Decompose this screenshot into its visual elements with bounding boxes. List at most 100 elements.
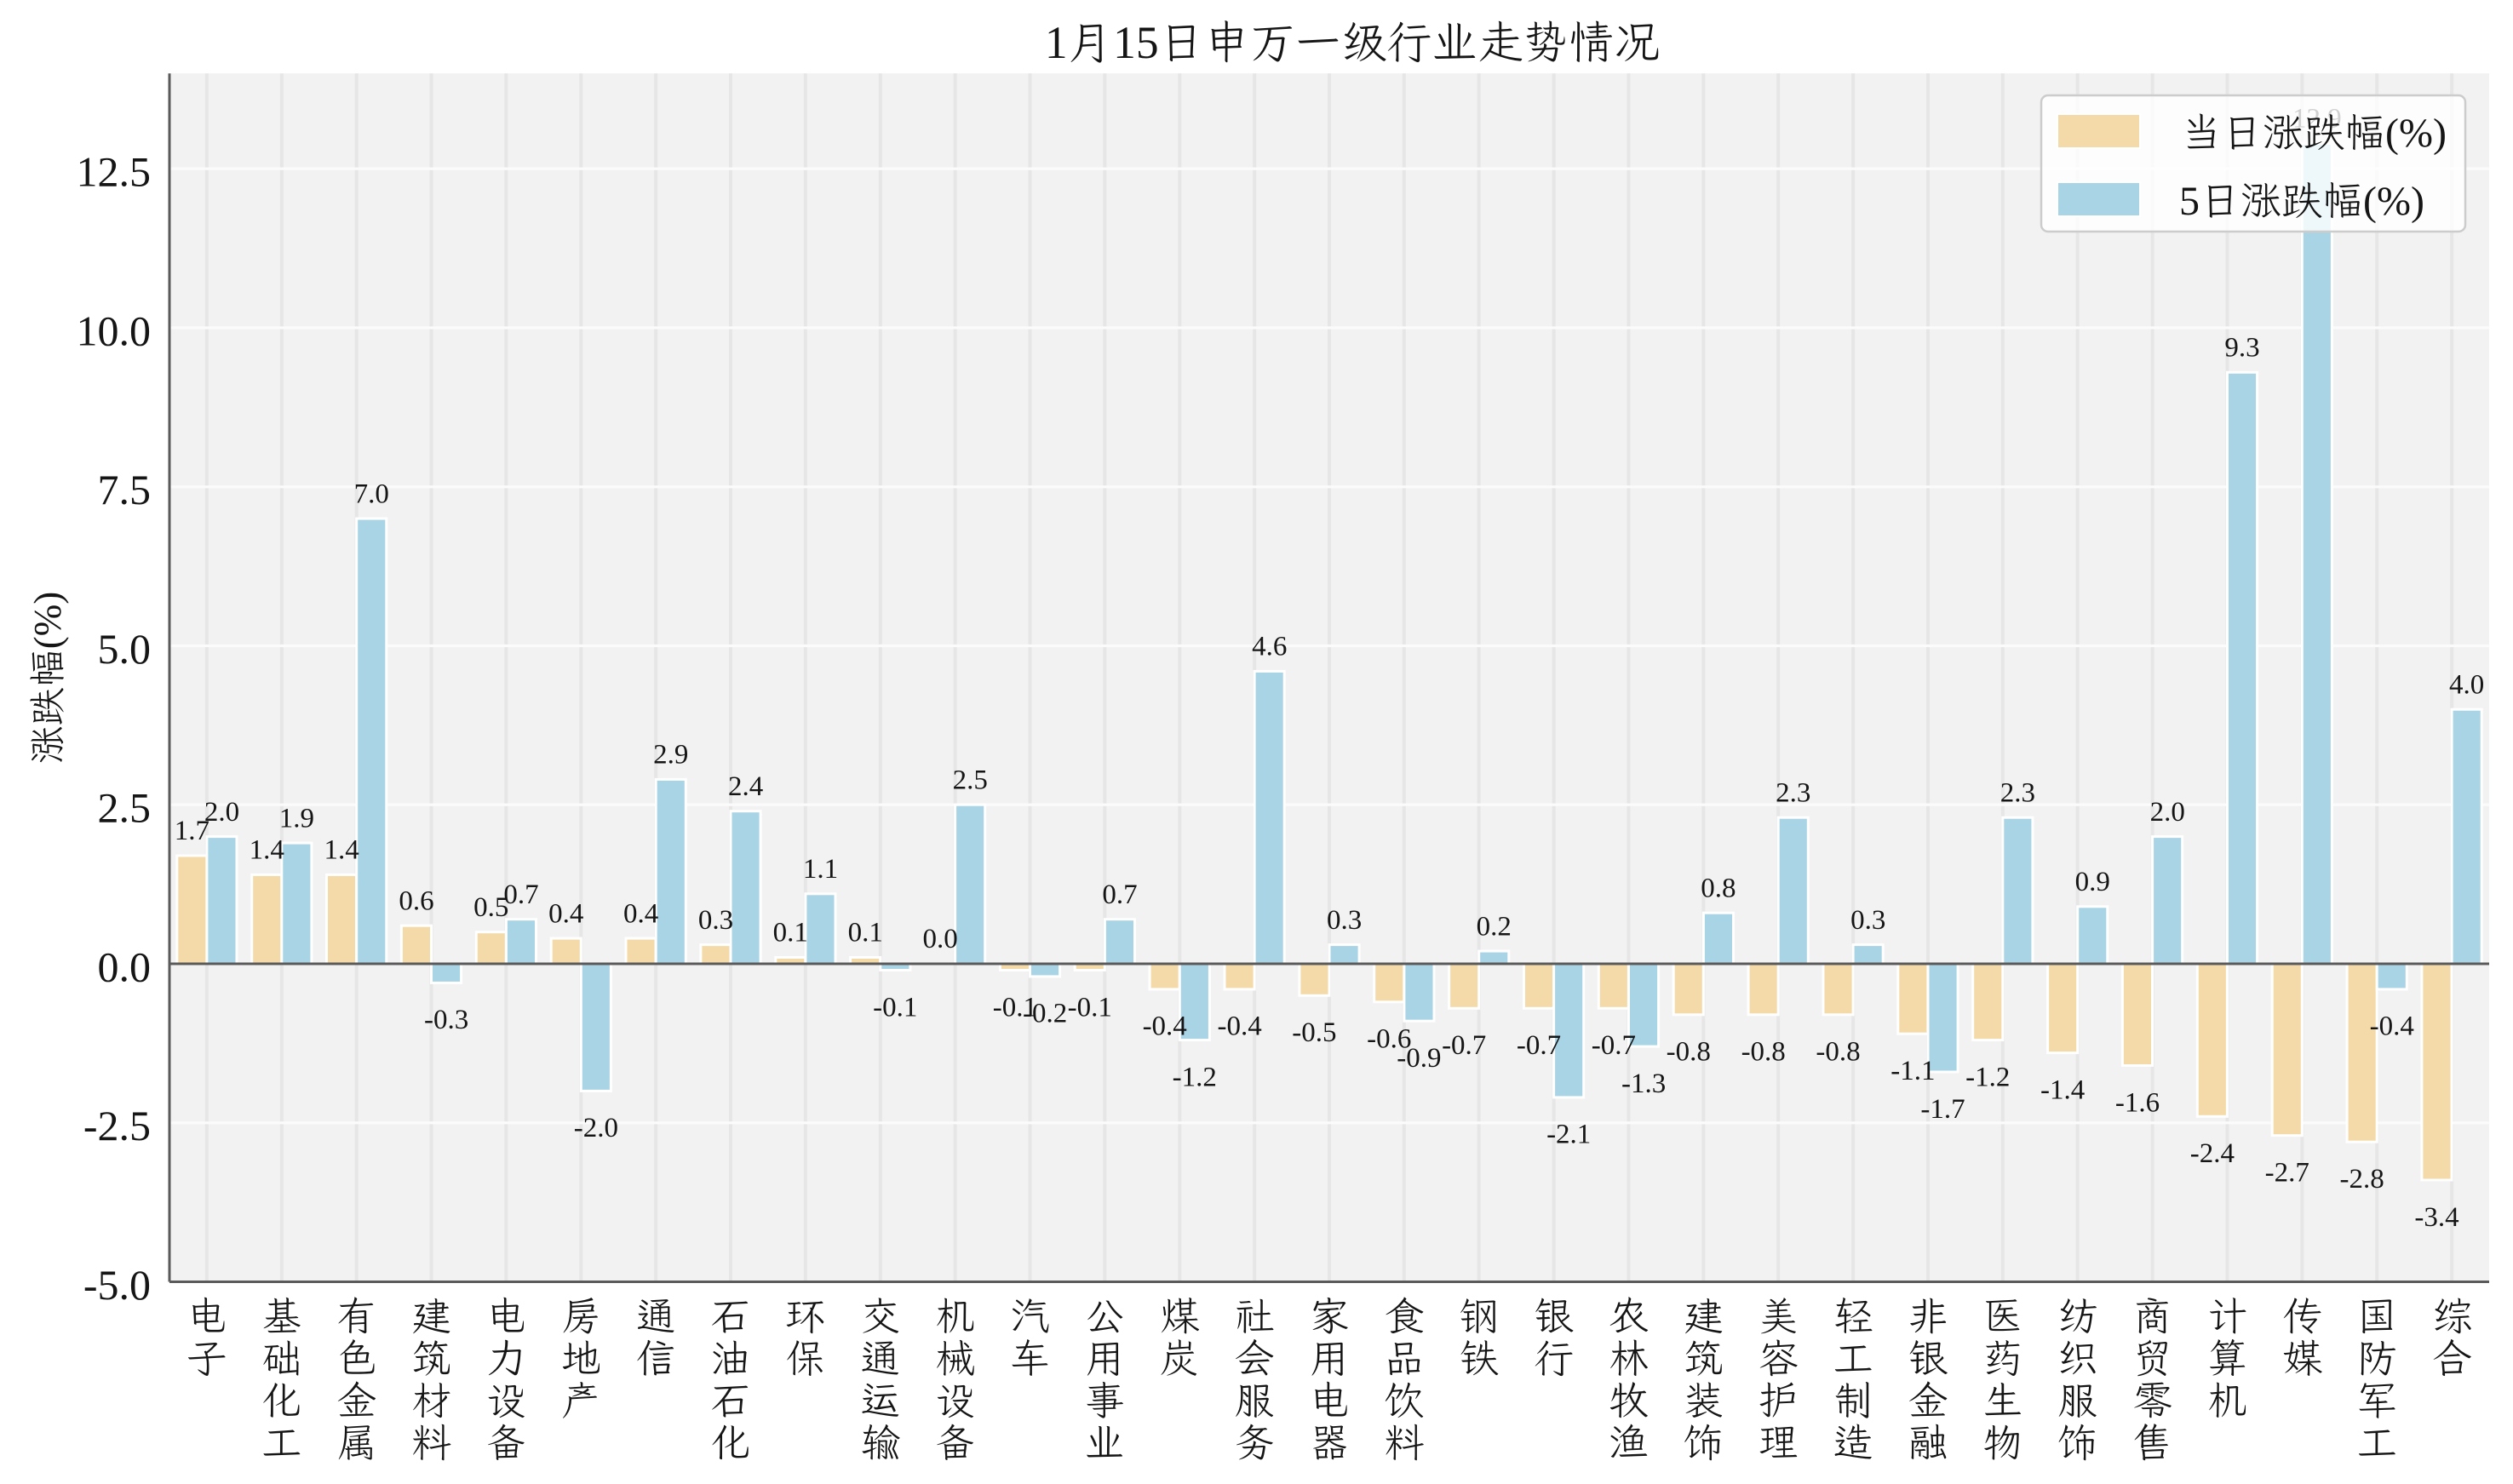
svg-text:饰: 饰 xyxy=(1684,1416,1724,1469)
svg-text:传: 传 xyxy=(2282,1289,2322,1342)
svg-text:-0.7: -0.7 xyxy=(1592,1026,1636,1063)
svg-text:牧: 牧 xyxy=(1609,1373,1649,1426)
svg-text:工: 工 xyxy=(261,1416,301,1469)
svg-text:地: 地 xyxy=(561,1332,601,1384)
svg-text:轻: 轻 xyxy=(1833,1289,1873,1342)
svg-text:行: 行 xyxy=(1534,1332,1574,1384)
svg-text:0.8: 0.8 xyxy=(1701,868,1736,905)
svg-text:饮: 饮 xyxy=(1384,1373,1424,1426)
svg-text:-5.0: -5.0 xyxy=(83,1256,151,1312)
svg-text:属: 属 xyxy=(336,1416,376,1469)
svg-text:-0.5: -0.5 xyxy=(1292,1013,1336,1050)
svg-text:-1.2: -1.2 xyxy=(1965,1057,2010,1094)
svg-text:服: 服 xyxy=(1235,1373,1275,1426)
svg-text:环: 环 xyxy=(785,1289,825,1342)
svg-text:1.1: 1.1 xyxy=(803,850,838,886)
svg-text:产: 产 xyxy=(561,1373,601,1426)
svg-text:0.5: 0.5 xyxy=(473,888,508,925)
svg-text:交: 交 xyxy=(860,1289,900,1342)
svg-text:-0.2: -0.2 xyxy=(1023,994,1067,1031)
svg-text:车: 车 xyxy=(1010,1332,1050,1384)
svg-text:商: 商 xyxy=(2132,1289,2172,1342)
svg-text:信: 信 xyxy=(636,1332,676,1384)
svg-text:铁: 铁 xyxy=(1459,1332,1499,1384)
svg-text:2.9: 2.9 xyxy=(653,736,688,772)
svg-text:0.1: 0.1 xyxy=(773,914,808,950)
svg-text:0.0: 0.0 xyxy=(922,920,957,956)
svg-text:-0.7: -0.7 xyxy=(1442,1026,1486,1063)
svg-text:设: 设 xyxy=(935,1373,975,1426)
svg-text:4.0: 4.0 xyxy=(2449,665,2484,702)
svg-text:2.3: 2.3 xyxy=(1776,773,1810,810)
svg-text:-0.3: -0.3 xyxy=(424,1000,468,1037)
svg-text:电: 电 xyxy=(1310,1373,1350,1426)
svg-text:石: 石 xyxy=(711,1289,751,1342)
svg-text:0.3: 0.3 xyxy=(1850,901,1885,937)
svg-text:事: 事 xyxy=(1085,1373,1125,1426)
svg-text:当日涨跌幅(%): 当日涨跌幅(%) xyxy=(2181,104,2447,158)
svg-text:2.3: 2.3 xyxy=(2000,773,2035,810)
svg-text:4.6: 4.6 xyxy=(1252,627,1287,664)
svg-text:钢: 钢 xyxy=(1459,1289,1499,1342)
svg-text:会: 会 xyxy=(1235,1332,1275,1384)
svg-text:0.6: 0.6 xyxy=(399,881,433,918)
svg-text:5.0: 5.0 xyxy=(98,620,152,676)
svg-text:化: 化 xyxy=(261,1373,301,1426)
svg-text:防: 防 xyxy=(2357,1332,2397,1384)
svg-text:10.0: 10.0 xyxy=(77,301,152,358)
svg-text:医: 医 xyxy=(1982,1289,2022,1342)
svg-text:建: 建 xyxy=(1684,1289,1724,1342)
svg-text:工: 工 xyxy=(2357,1416,2397,1469)
svg-text:0.4: 0.4 xyxy=(548,894,583,931)
svg-text:电: 电 xyxy=(486,1289,526,1342)
svg-text:建: 建 xyxy=(411,1289,451,1342)
svg-text:炭: 炭 xyxy=(1160,1332,1200,1384)
svg-text:融: 融 xyxy=(1908,1416,1948,1469)
svg-text:-2.8: -2.8 xyxy=(2339,1160,2384,1196)
svg-text:银: 银 xyxy=(1908,1332,1948,1384)
svg-text:纺: 纺 xyxy=(2057,1289,2097,1342)
svg-text:业: 业 xyxy=(1085,1416,1125,1469)
svg-text:0.9: 0.9 xyxy=(2075,862,2110,899)
svg-text:7.5: 7.5 xyxy=(98,461,152,517)
svg-text:造: 造 xyxy=(1833,1416,1873,1469)
svg-text:渔: 渔 xyxy=(1609,1416,1649,1469)
svg-text:饰: 饰 xyxy=(2057,1416,2097,1469)
svg-text:-1.6: -1.6 xyxy=(2115,1083,2160,1120)
svg-text:基: 基 xyxy=(261,1289,301,1342)
svg-text:农: 农 xyxy=(1609,1289,1649,1342)
svg-text:有: 有 xyxy=(336,1289,376,1342)
svg-text:1.4: 1.4 xyxy=(324,831,359,868)
svg-text:-1.4: -1.4 xyxy=(2040,1070,2085,1107)
svg-text:-0.7: -0.7 xyxy=(1517,1026,1561,1063)
svg-text:计: 计 xyxy=(2207,1289,2247,1342)
svg-text:-0.6: -0.6 xyxy=(1367,1020,1411,1057)
svg-text:机: 机 xyxy=(2207,1373,2247,1426)
svg-text:公: 公 xyxy=(1085,1289,1125,1342)
svg-text:售: 售 xyxy=(2132,1416,2172,1469)
svg-text:油: 油 xyxy=(711,1332,751,1384)
svg-text:物: 物 xyxy=(1982,1416,2022,1469)
svg-text:-0.8: -0.8 xyxy=(1667,1033,1711,1069)
svg-text:综: 综 xyxy=(2432,1289,2472,1342)
svg-text:筑: 筑 xyxy=(1684,1332,1724,1384)
svg-text:汽: 汽 xyxy=(1010,1289,1050,1342)
svg-text:力: 力 xyxy=(486,1332,526,1384)
svg-text:9.3: 9.3 xyxy=(2224,329,2259,365)
svg-text:1.4: 1.4 xyxy=(250,831,284,868)
svg-text:5日涨跌幅(%): 5日涨跌幅(%) xyxy=(2179,172,2424,226)
svg-text:础: 础 xyxy=(261,1332,301,1384)
svg-text:料: 料 xyxy=(1384,1416,1424,1469)
svg-text:军: 军 xyxy=(2357,1373,2397,1426)
svg-text:化: 化 xyxy=(711,1416,751,1469)
svg-text:-0.4: -0.4 xyxy=(1143,1007,1187,1044)
svg-text:机: 机 xyxy=(935,1289,975,1342)
svg-text:药: 药 xyxy=(1982,1332,2022,1384)
svg-text:-2.1: -2.1 xyxy=(1546,1115,1591,1152)
svg-text:品: 品 xyxy=(1384,1332,1424,1384)
svg-text:林: 林 xyxy=(1609,1332,1649,1384)
svg-text:输: 输 xyxy=(860,1416,900,1469)
svg-text:-0.8: -0.8 xyxy=(1741,1033,1786,1069)
svg-text:-2.5: -2.5 xyxy=(83,1097,151,1153)
svg-text:0.3: 0.3 xyxy=(698,901,733,937)
